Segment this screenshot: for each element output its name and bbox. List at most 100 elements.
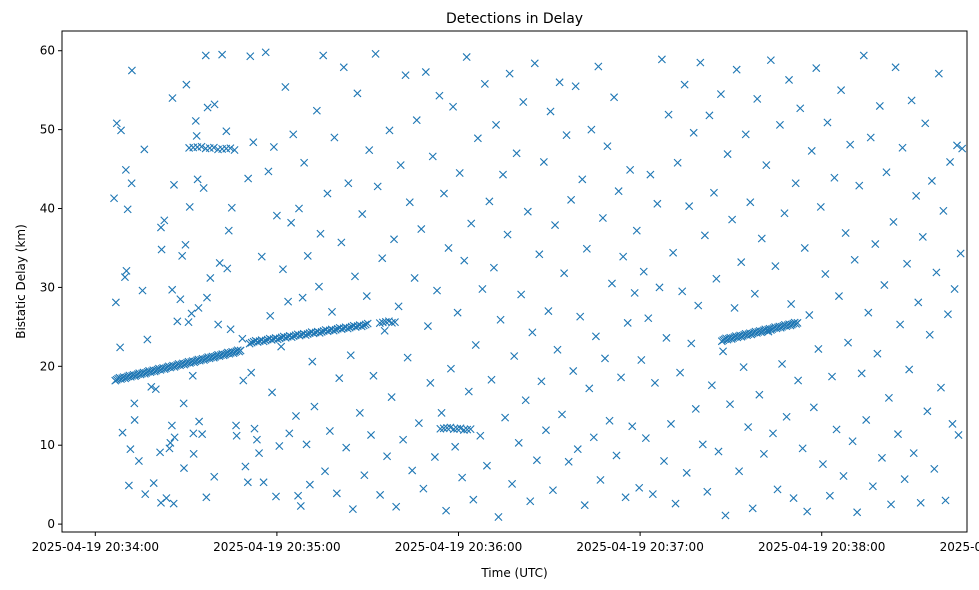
data-point — [853, 508, 862, 517]
data-point — [530, 59, 539, 68]
data-point — [302, 440, 311, 449]
data-point — [759, 449, 768, 458]
data-point — [905, 365, 914, 374]
data-point — [594, 62, 603, 71]
data-point — [812, 64, 821, 73]
data-point — [179, 464, 188, 473]
data-point — [140, 145, 149, 154]
data-point — [730, 303, 739, 312]
data-point — [442, 506, 451, 515]
data-point — [880, 281, 889, 290]
data-point — [421, 68, 430, 77]
data-point — [176, 295, 185, 304]
data-point — [439, 424, 448, 433]
data-point — [755, 390, 764, 399]
data-point — [825, 491, 834, 500]
data-point — [918, 232, 927, 241]
data-point — [335, 374, 344, 383]
data-point — [362, 292, 371, 301]
data-point — [716, 90, 725, 99]
data-point — [460, 256, 469, 265]
data-point — [619, 252, 628, 261]
data-point — [537, 377, 546, 386]
data-point — [591, 332, 600, 341]
data-point — [191, 116, 200, 125]
data-point — [691, 404, 700, 413]
data-point — [305, 480, 314, 489]
data-point — [446, 364, 455, 373]
data-point — [414, 419, 423, 428]
data-point — [714, 447, 723, 456]
data-point — [435, 91, 444, 100]
data-point — [485, 197, 494, 206]
data-point — [365, 146, 374, 155]
data-point — [226, 144, 235, 153]
data-point — [156, 223, 165, 232]
data-point — [296, 501, 305, 510]
data-point — [199, 184, 208, 192]
data-point — [453, 424, 462, 433]
data-point — [453, 308, 462, 317]
data-point — [141, 490, 150, 499]
data-point — [871, 240, 880, 249]
data-point — [948, 419, 957, 428]
data-point — [330, 133, 339, 142]
data-point — [230, 145, 239, 154]
data-point — [466, 425, 475, 434]
x-tick-label: 2025-04-19 20:36:00 — [395, 540, 522, 554]
data-point — [310, 402, 319, 411]
chart-title: Detections in Delay — [446, 11, 583, 27]
data-point — [127, 179, 136, 188]
data-point — [939, 206, 948, 215]
axes-frame — [61, 30, 968, 533]
data-point — [712, 274, 721, 283]
data-point — [934, 69, 943, 78]
data-point — [855, 181, 864, 190]
data-point — [946, 157, 955, 166]
data-point — [496, 315, 505, 324]
data-point — [846, 140, 855, 149]
data-point — [558, 410, 567, 419]
data-point — [578, 175, 587, 184]
data-point — [875, 101, 884, 110]
data-point — [703, 487, 712, 496]
data-point — [408, 466, 417, 475]
data-point — [471, 341, 480, 350]
data-point — [130, 415, 139, 424]
data-point — [628, 422, 637, 431]
data-point — [828, 372, 836, 381]
data-point — [914, 298, 923, 307]
data-point — [528, 328, 537, 337]
data-point — [353, 89, 362, 98]
y-tick-label: 0 — [47, 517, 55, 531]
data-point — [921, 119, 930, 128]
data-point — [202, 493, 211, 502]
data-point — [173, 317, 182, 326]
data-point — [241, 462, 250, 471]
data-point — [576, 312, 585, 321]
data-point — [678, 287, 687, 296]
data-point — [737, 258, 746, 267]
data-point — [268, 388, 277, 397]
data-point — [210, 472, 219, 481]
data-point — [666, 419, 675, 428]
data-point — [923, 407, 932, 416]
data-point — [664, 110, 673, 119]
data-point — [891, 63, 900, 72]
data-point — [273, 335, 282, 344]
data-point — [301, 330, 310, 339]
data-point — [430, 453, 439, 462]
data-point — [206, 273, 215, 282]
data-point — [419, 484, 428, 493]
data-point — [167, 421, 176, 430]
data-point — [149, 479, 158, 488]
data-point — [696, 58, 705, 67]
data-point — [295, 204, 303, 213]
data-point — [564, 457, 573, 466]
data-point — [560, 269, 569, 278]
data-point — [621, 493, 630, 502]
data-point — [277, 342, 286, 351]
data-point — [339, 63, 348, 72]
data-point — [582, 244, 591, 253]
